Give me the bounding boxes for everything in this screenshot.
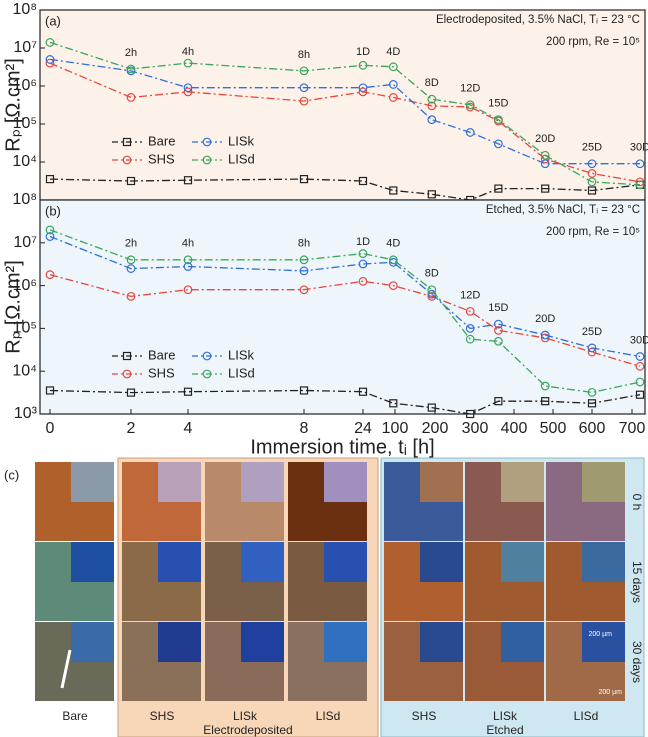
point-label: 2h <box>125 238 137 250</box>
x-tick-label: 400 <box>501 420 528 437</box>
annotation: 200 rpm, Re = 10⁵ <box>546 36 640 48</box>
y-axis-label: Rₚ [Ω.cm²] <box>2 58 24 152</box>
column-label: SHS <box>412 709 437 723</box>
y-tick-label: 10⁷ <box>13 39 37 56</box>
point-label: 8D <box>425 268 439 280</box>
point-label: 15D <box>488 98 508 110</box>
point-label: 1D <box>356 46 370 58</box>
x-tick-label: 0 <box>46 420 55 437</box>
panel-label: (c) <box>4 467 19 482</box>
y-tick-label: 10³ <box>14 405 38 422</box>
micrograph-inset <box>420 542 463 582</box>
x-tick-label: 300 <box>462 420 489 437</box>
micrograph-inset <box>324 462 367 502</box>
annotation: Etched, 3.5% NaCl, Tᵢ = 23 °C <box>486 204 640 216</box>
legend-label: LISd <box>228 365 255 380</box>
y-tick-label: 10⁴ <box>12 153 37 170</box>
legend-label: LISd <box>228 151 255 166</box>
row-label: 15 days <box>630 561 644 603</box>
micrograph-inset <box>158 542 201 582</box>
point-label: 15D <box>488 302 508 314</box>
point-label: 8D <box>425 77 439 89</box>
micrograph-inset <box>324 542 367 582</box>
micrograph-inset <box>420 462 463 502</box>
micrograph-inset <box>241 542 284 582</box>
point-label: 2h <box>125 47 137 59</box>
row-label: 30 days <box>630 641 644 683</box>
legend-label: Bare <box>148 347 175 362</box>
micrograph-inset <box>71 462 114 502</box>
group-label: Etched <box>486 723 523 737</box>
figure: 10⁴10⁵10⁶10⁷10⁸2h4h8h1D4D8D12D15D20D25D3… <box>0 0 648 737</box>
point-label: 25D <box>582 142 602 154</box>
micrograph-inset <box>71 622 114 662</box>
legend-label: LISk <box>228 347 255 362</box>
point-label: 4D <box>386 46 400 58</box>
point-label: 4h <box>182 238 194 250</box>
point-label: 4D <box>386 238 400 250</box>
point-label: 12D <box>460 83 480 95</box>
point-label: 25D <box>582 326 602 338</box>
scale-label: 200 µm <box>589 631 613 638</box>
panel-label: (a) <box>45 13 61 28</box>
micrograph-inset <box>241 622 284 662</box>
x-tick-label: 4 <box>184 420 193 437</box>
legend-label: Bare <box>148 133 175 148</box>
x-tick-label: 600 <box>579 420 606 437</box>
y-tick-label: 10⁸ <box>12 191 37 208</box>
micrograph-inset <box>420 622 463 662</box>
point-label: 4h <box>182 46 194 58</box>
micrograph-inset <box>501 462 544 502</box>
point-label: 8h <box>298 238 310 250</box>
column-label: LISd <box>316 709 341 723</box>
row-label: 0 h <box>630 494 644 511</box>
point-label: 8h <box>298 49 310 61</box>
legend-label: SHS <box>148 151 175 166</box>
x-tick-label: 100 <box>382 420 409 437</box>
micrograph-inset <box>324 622 367 662</box>
y-tick-label: 10⁷ <box>13 234 37 251</box>
annotation: 200 rpm, Re = 10⁵ <box>546 226 640 238</box>
point-label: 12D <box>460 289 480 301</box>
column-label: LISd <box>574 709 599 723</box>
micrograph-inset <box>71 542 114 582</box>
x-tick-label: 8 <box>300 420 309 437</box>
x-tick-label: 200 <box>422 420 449 437</box>
column-label: LISk <box>493 709 518 723</box>
micrograph-inset <box>582 462 625 502</box>
x-tick-label: 24 <box>354 420 372 437</box>
x-axis-label: Immersion time, tᵢ [h] <box>250 436 434 458</box>
micrograph-inset <box>582 622 625 662</box>
micrograph-inset <box>501 622 544 662</box>
point-label: 1D <box>356 236 370 248</box>
point-label: 20D <box>535 133 555 145</box>
legend-label: SHS <box>148 365 175 380</box>
y-tick-label: 10⁴ <box>12 362 37 379</box>
legend-label: LISk <box>228 133 255 148</box>
column-label: SHS <box>150 709 175 723</box>
micrograph-inset <box>158 462 201 502</box>
column-label: Bare <box>62 709 88 723</box>
micrograph-inset <box>582 542 625 582</box>
group-label: Electrodeposited <box>203 723 292 737</box>
x-tick-label: 700 <box>619 420 646 437</box>
scale-label: 200 µm <box>599 689 623 696</box>
y-axis-label: Rₚ [Ω.cm²] <box>2 260 24 354</box>
point-label: 20D <box>535 313 555 325</box>
y-tick-label: 10⁸ <box>12 1 37 18</box>
page: 10⁴10⁵10⁶10⁷10⁸2h4h8h1D4D8D12D15D20D25D3… <box>0 0 648 737</box>
panel-label: (b) <box>45 203 61 218</box>
micrograph-inset <box>501 542 544 582</box>
column-label: LISk <box>233 709 258 723</box>
annotation: Electrodeposited, 3.5% NaCl, Tᵢ = 23 °C <box>436 14 640 26</box>
micrograph-inset <box>158 622 201 662</box>
micrograph-inset <box>241 462 284 502</box>
x-tick-label: 500 <box>540 420 567 437</box>
x-tick-label: 2 <box>127 420 136 437</box>
